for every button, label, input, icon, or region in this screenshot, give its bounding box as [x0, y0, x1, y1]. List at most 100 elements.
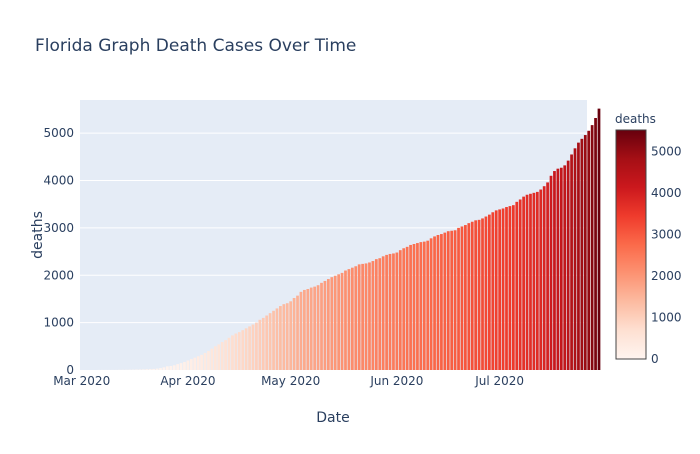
bar	[474, 220, 477, 370]
bar	[536, 192, 539, 370]
bar	[163, 367, 166, 370]
x-axis-title: Date	[316, 410, 349, 426]
bar	[330, 277, 333, 370]
bar	[197, 356, 200, 370]
bar	[145, 369, 148, 370]
bar	[252, 325, 255, 370]
bar	[235, 334, 238, 370]
bar	[546, 182, 549, 370]
bar	[389, 254, 392, 370]
bar	[279, 306, 282, 370]
bar	[166, 366, 169, 370]
bar	[550, 176, 553, 370]
bar	[481, 218, 484, 370]
bar	[361, 264, 364, 370]
bar	[344, 271, 347, 370]
bar	[539, 190, 542, 370]
bar	[464, 225, 467, 370]
bar	[214, 346, 217, 370]
bar	[149, 369, 152, 370]
bar	[450, 231, 453, 370]
bar	[173, 365, 176, 370]
bar	[457, 228, 460, 370]
bar	[296, 296, 299, 370]
bar	[378, 258, 381, 370]
bar	[433, 236, 436, 370]
bar	[430, 238, 433, 370]
bar	[183, 362, 186, 370]
bar	[495, 210, 498, 370]
bar	[337, 274, 340, 370]
bar	[262, 318, 265, 370]
bar	[156, 369, 159, 370]
bar	[190, 359, 193, 370]
chart-title: Florida Graph Death Cases Over Time	[35, 36, 356, 56]
bar	[255, 323, 258, 370]
bar	[245, 328, 248, 370]
bar	[570, 154, 573, 370]
y-tick-label: 3000	[43, 221, 74, 235]
bar	[478, 220, 481, 370]
bar	[241, 330, 244, 370]
bar	[426, 241, 429, 370]
bar	[543, 186, 546, 370]
bar	[491, 212, 494, 370]
bar	[580, 139, 583, 370]
bar	[286, 303, 289, 370]
bar	[368, 262, 371, 370]
bar	[159, 368, 162, 370]
bar	[272, 311, 275, 370]
bar	[502, 208, 505, 370]
bar	[447, 231, 450, 370]
bar	[204, 353, 207, 370]
bar	[269, 313, 272, 370]
colorbar-tick-label: 2000	[651, 269, 682, 283]
bar	[577, 143, 580, 370]
bar	[522, 197, 525, 370]
bar	[372, 261, 375, 370]
bar	[591, 125, 594, 370]
colorbar-gradient	[616, 130, 646, 359]
bar	[498, 209, 501, 370]
bar	[485, 217, 488, 370]
y-tick-label: 4000	[43, 174, 74, 188]
bar	[276, 308, 279, 370]
bar	[324, 281, 327, 370]
colorbar-tick-label: 1000	[651, 310, 682, 324]
colorbar-title: deaths	[615, 112, 656, 126]
bar	[587, 131, 590, 370]
bar	[282, 304, 285, 370]
bar	[231, 335, 234, 370]
bar	[416, 243, 419, 370]
bar	[563, 165, 566, 370]
bar	[303, 290, 306, 370]
bar	[423, 242, 426, 370]
bar	[509, 206, 512, 370]
bar	[306, 289, 309, 370]
bar	[375, 259, 378, 370]
y-tick-label: 1000	[43, 316, 74, 330]
bar	[557, 169, 560, 370]
bar	[515, 202, 518, 370]
bar	[560, 168, 563, 370]
colorbar-tick-label: 0	[651, 352, 659, 366]
bar	[365, 263, 368, 370]
bar	[461, 226, 464, 370]
bar	[454, 230, 457, 370]
bar	[553, 171, 556, 370]
x-tick-label: May 2020	[261, 374, 320, 388]
bar	[258, 320, 261, 370]
bar	[529, 194, 532, 370]
bar	[200, 355, 203, 370]
bar	[440, 234, 443, 370]
bar	[512, 205, 515, 370]
bar	[180, 363, 183, 370]
y-tick-label: 5000	[43, 126, 74, 140]
bar	[139, 369, 142, 370]
bar	[320, 283, 323, 370]
bar	[526, 195, 529, 370]
bar	[443, 233, 446, 370]
